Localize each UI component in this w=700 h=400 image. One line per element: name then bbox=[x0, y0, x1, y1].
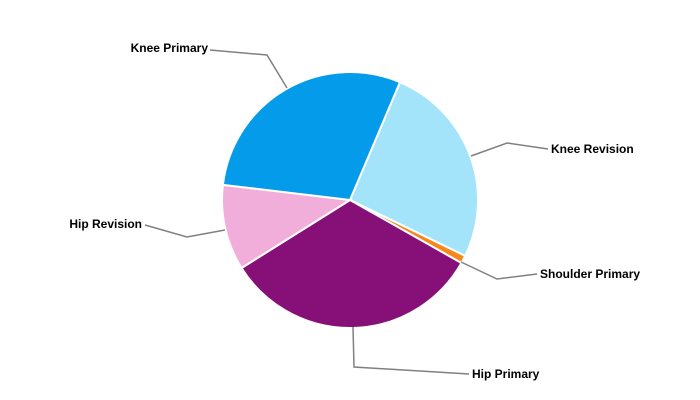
leader-line bbox=[144, 224, 226, 238]
leader-line bbox=[460, 261, 538, 280]
slice-label: Knee Revision bbox=[551, 142, 634, 156]
pie-slice-hip-revision bbox=[221, 183, 353, 270]
slice-label: Hip Primary bbox=[472, 367, 540, 381]
pie-slice-knee-primary bbox=[221, 71, 402, 202]
leader-line bbox=[209, 49, 288, 89]
leader-line bbox=[470, 142, 549, 157]
slice-label: Hip Revision bbox=[69, 217, 142, 231]
leader-line bbox=[352, 326, 470, 375]
slice-label: Shoulder Primary bbox=[540, 267, 640, 281]
slice-label: Knee Primary bbox=[131, 41, 209, 55]
